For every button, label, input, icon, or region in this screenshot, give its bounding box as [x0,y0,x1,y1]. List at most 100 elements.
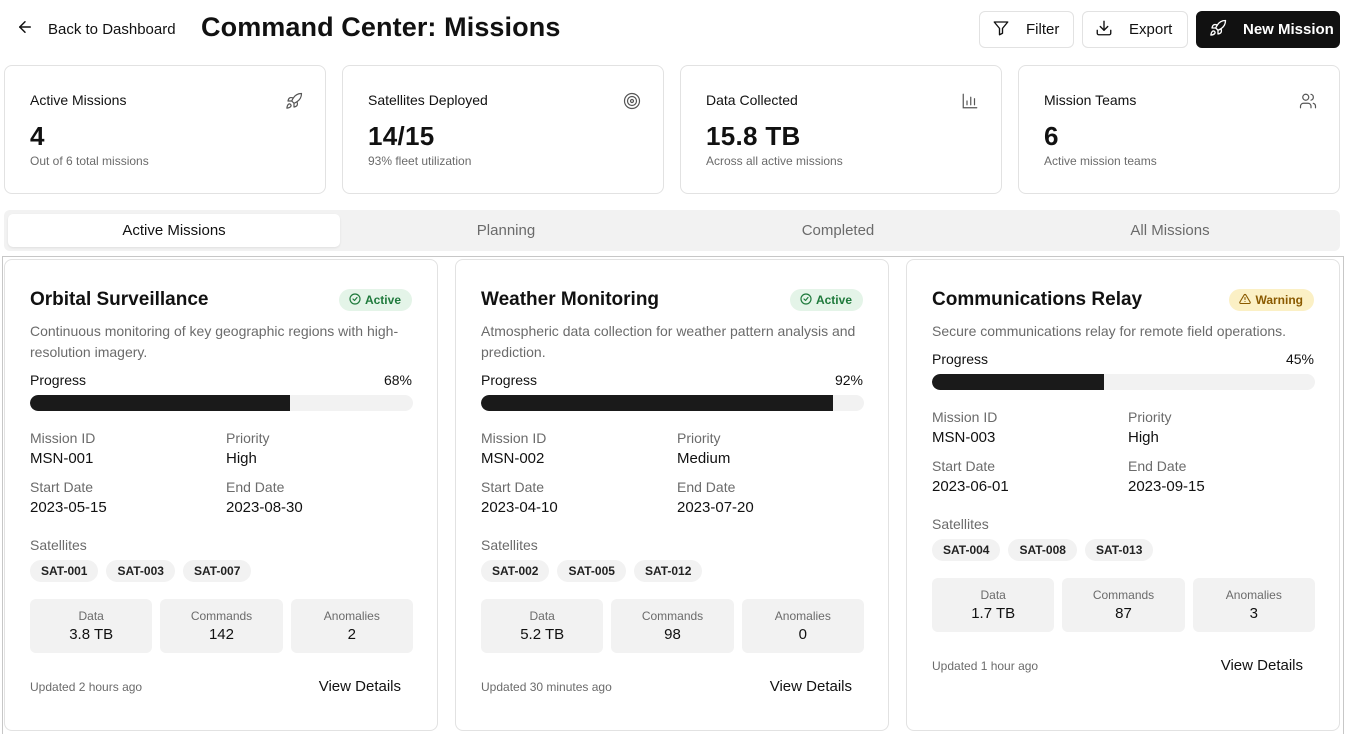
mission-id-value: MSN-001 [30,450,94,467]
metric-value: 2 [347,626,356,643]
satellite-chip: SAT-013 [1084,539,1154,561]
warning-triangle-icon [1239,293,1252,308]
priority-label: Priority [226,430,270,446]
metric-label: Commands [1092,588,1155,602]
filter-icon [992,19,1010,41]
stat-card-satellites-deployed: Satellites Deployed 14/15 93% fleet util… [342,65,664,194]
view-details-button[interactable]: View Details [318,678,401,695]
export-label: Export [1129,21,1173,38]
filter-button[interactable]: Filter [979,11,1074,48]
progress-bar [932,374,1315,390]
metric-commands: Commands 98 [611,599,734,653]
mission-description: Secure communications relay for remote f… [932,323,1287,339]
mission-cards-panel [2,256,1344,734]
page-title: Command Center: Missions [201,12,561,42]
progress-label: Progress [932,351,989,367]
satellite-chip: SAT-002 [481,560,550,582]
end-date-value: 2023-08-30 [226,499,303,516]
stat-subtext: 93% fleet utilization [368,154,472,168]
new-mission-label: New Mission [1243,21,1334,38]
metric-data: Data 1.7 TB [932,578,1055,632]
satellite-chip: SAT-004 [932,539,1001,561]
tab-planning[interactable]: Planning [476,222,536,239]
satellites-label: Satellites [30,537,87,553]
back-label: Back to Dashboard [48,20,176,38]
metric-anomalies: Anomalies 0 [741,599,864,653]
metric-value: 87 [1115,605,1132,622]
priority-label: Priority [1128,409,1172,425]
stat-value: 6 [1044,121,1059,151]
mission-tabs: Active Missions Planning Completed All M… [4,210,1340,251]
status-label: Active [815,293,852,307]
metric-value: 0 [798,626,807,643]
metric-label: Data [980,588,1006,602]
mission-metrics: Data 5.2 TB Commands 98 Anomalies 0 [481,599,864,653]
metric-commands: Commands 87 [1062,578,1185,632]
satellite-list: SAT-002 SAT-005 SAT-012 [481,560,703,582]
updated-timestamp: Updated 30 minutes ago [481,680,612,694]
status-label: Warning [1255,293,1303,307]
progress-bar [481,395,864,411]
mission-id-label: Mission ID [481,430,547,446]
start-date-value: 2023-05-15 [30,499,107,516]
priority-label: Priority [677,430,721,446]
download-icon [1095,19,1113,41]
metric-anomalies: Anomalies 3 [1192,578,1315,632]
target-icon [623,92,641,110]
users-icon [1299,92,1317,110]
start-date-value: 2023-06-01 [932,478,1009,495]
updated-timestamp: Updated 2 hours ago [30,680,143,694]
stat-label: Mission Teams [1044,92,1137,108]
stat-label: Satellites Deployed [368,92,488,108]
mission-id-label: Mission ID [932,409,998,425]
page-header: Back to Dashboard Command Center: Missio… [0,0,1348,58]
updated-timestamp: Updated 1 hour ago [932,659,1039,673]
priority-value: High [226,450,257,467]
view-details-button[interactable]: View Details [1220,657,1303,674]
satellites-label: Satellites [481,537,538,553]
metric-anomalies: Anomalies 2 [290,599,413,653]
satellite-chip: SAT-001 [30,560,99,582]
start-date-value: 2023-04-10 [481,499,558,516]
back-to-dashboard-link[interactable]: Back to Dashboard [16,18,176,40]
check-circle-icon [349,292,361,308]
mission-metrics: Data 1.7 TB Commands 87 Anomalies 3 [932,578,1315,632]
tab-active-missions[interactable]: Active Missions [8,214,340,247]
tab-completed[interactable]: Completed [801,222,875,239]
stat-value: 15.8 TB [706,121,801,151]
progress-bar [30,395,413,411]
satellites-label: Satellites [932,516,989,532]
satellite-chip: SAT-003 [106,560,175,582]
status-badge: Active [789,289,863,311]
satellite-chip: SAT-007 [182,560,252,582]
start-date-label: Start Date [481,479,545,495]
new-mission-button[interactable]: New Mission [1196,11,1340,48]
view-details-button[interactable]: View Details [769,678,852,695]
stat-value: 4 [30,121,45,151]
stat-card-mission-teams: Mission Teams 6 Active mission teams [1018,65,1340,194]
mission-card: Weather Monitoring Active Atmospheric da… [455,259,889,731]
tab-all-missions[interactable]: All Missions [1130,222,1210,239]
metric-label: Commands [641,609,704,623]
progress-fill [30,395,291,411]
stat-subtext: Active mission teams [1044,154,1157,168]
metric-data: Data 3.8 TB [30,599,153,653]
end-date-label: End Date [1128,458,1187,474]
stat-subtext: Across all active missions [706,154,843,168]
metric-label: Anomalies [1225,588,1282,602]
metric-value: 1.7 TB [971,605,1016,622]
end-date-value: 2023-09-15 [1128,478,1205,495]
export-button[interactable]: Export [1082,11,1188,48]
status-badge: Warning [1229,289,1314,311]
satellite-list: SAT-001 SAT-003 SAT-007 [30,560,252,582]
metric-value: 98 [664,626,681,643]
satellite-list: SAT-004 SAT-008 SAT-013 [932,539,1154,561]
satellite-chip: SAT-008 [1008,539,1077,561]
stat-card-active-missions: Active Missions 4 Out of 6 total mission… [4,65,326,194]
progress-percent: 68% [383,372,412,388]
mission-title: Communications Relay [932,289,1143,310]
stat-label: Data Collected [706,92,798,108]
status-label: Active [364,293,401,307]
filter-label: Filter [1026,21,1060,38]
metric-value: 5.2 TB [520,626,565,643]
